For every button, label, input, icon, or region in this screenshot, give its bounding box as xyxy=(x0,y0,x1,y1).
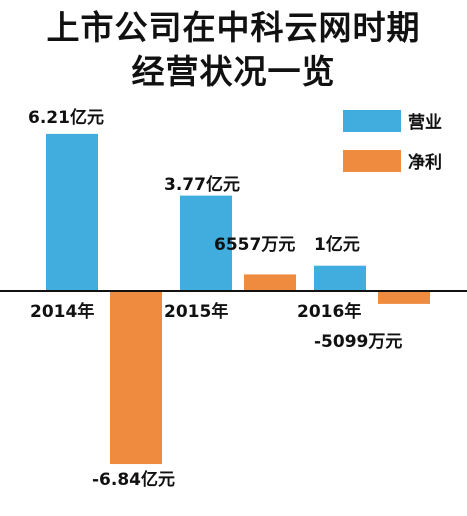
category-label-2: 2016年 xyxy=(297,301,361,322)
value-label-revenue-2: 1亿元 xyxy=(314,234,360,255)
value-label-revenue-0: 6.21亿元 xyxy=(28,107,104,128)
category-label-0: 2014年 xyxy=(30,301,94,322)
value-label-profit-2: -5099万元 xyxy=(314,332,402,352)
bar-revenue-2 xyxy=(314,265,366,291)
chart-title-line-1: 上市公司在中科云网时期 xyxy=(46,8,421,47)
value-label-revenue-1: 3.77亿元 xyxy=(164,174,240,195)
legend-swatch-profit xyxy=(343,150,401,172)
legend-label-revenue: 营业 xyxy=(408,112,442,133)
bar-revenue-0 xyxy=(46,133,98,291)
chart-title-line-2: 经营状况一览 xyxy=(131,52,336,91)
bar-profit-2 xyxy=(378,291,430,304)
category-label-1: 2015年 xyxy=(164,301,228,322)
bar-profit-1 xyxy=(244,274,296,291)
legend-swatch-revenue xyxy=(343,110,401,132)
bar-revenue-1 xyxy=(180,195,232,291)
value-label-profit-0: -6.84亿元 xyxy=(92,469,175,490)
bar-profit-0 xyxy=(110,291,162,465)
value-label-profit-1: 6557万元 xyxy=(214,235,295,255)
legend-label-profit: 净利 xyxy=(408,152,442,173)
